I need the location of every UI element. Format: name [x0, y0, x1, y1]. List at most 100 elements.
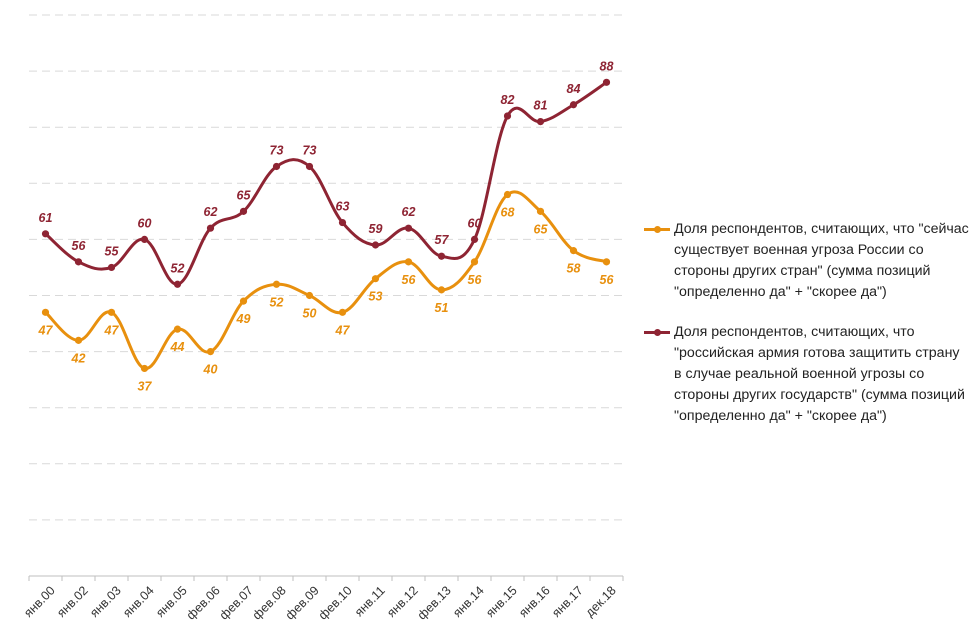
x-tick-label: дек.18: [583, 583, 619, 619]
x-axis-ticks: [28, 576, 624, 581]
data-label-0: 47: [38, 323, 54, 337]
data-point-1: [503, 112, 512, 120]
data-label-0: 40: [203, 363, 218, 377]
data-point-0: [173, 325, 182, 333]
data-point-0: [470, 258, 479, 266]
data-point-1: [371, 241, 380, 249]
x-tick-label: фев.13: [415, 583, 454, 622]
data-point-1: [569, 101, 578, 109]
data-label-0: 53: [369, 290, 383, 304]
data-label-0: 49: [236, 312, 251, 326]
data-point-0: [569, 247, 578, 255]
data-point-1: [338, 218, 347, 227]
x-tick-label: янв.16: [516, 583, 553, 620]
data-point-0: [272, 280, 281, 288]
data-point-1: [74, 258, 83, 266]
data-point-0: [239, 297, 248, 305]
x-axis-tick-labels: янв.00янв.02янв.03янв.04янв.05фев.06фев.…: [21, 583, 619, 622]
data-point-1: [173, 280, 182, 288]
data-label-0: 47: [104, 323, 120, 337]
series-points: [41, 78, 611, 373]
data-point-0: [74, 336, 83, 344]
data-label-1: 82: [501, 93, 515, 107]
data-point-1: [305, 162, 314, 171]
data-point-1: [206, 224, 215, 232]
x-tick-label: янв.03: [87, 583, 124, 620]
data-point-0: [305, 291, 314, 300]
x-tick-label: фев.06: [184, 583, 223, 622]
data-label-1: 60: [138, 216, 152, 230]
data-label-1: 59: [369, 222, 383, 236]
data-point-1: [404, 224, 413, 232]
x-tick-label: фев.10: [316, 583, 355, 622]
data-point-0: [41, 308, 50, 316]
data-label-0: 56: [468, 273, 483, 287]
x-tick-label: фев.07: [217, 583, 256, 622]
data-point-0: [437, 286, 446, 294]
data-point-0: [107, 308, 116, 316]
x-tick-label: янв.11: [352, 583, 388, 619]
x-tick-label: фев.08: [250, 583, 289, 622]
gridlines: [29, 14, 623, 521]
data-labels: 47 42 47 37 44 40 49 52 50 47 53 56 51 56 68 65 58 56 61 56…: [38, 59, 615, 393]
x-tick-label: янв.02: [54, 583, 91, 620]
data-label-1: 84: [567, 82, 581, 96]
data-label-1: 62: [402, 205, 416, 219]
data-label-1: 65: [237, 188, 252, 202]
data-label-0: 47: [335, 323, 351, 337]
data-label-1: 73: [303, 143, 317, 157]
data-point-0: [206, 348, 215, 356]
data-label-0: 58: [567, 262, 581, 276]
data-label-0: 37: [138, 379, 153, 393]
data-point-1: [470, 235, 479, 243]
data-point-1: [602, 78, 611, 86]
data-point-1: [536, 117, 545, 126]
data-label-1: 63: [336, 200, 350, 214]
data-label-0: 56: [402, 273, 417, 287]
data-label-0: 50: [303, 307, 317, 321]
data-label-1: 61: [39, 211, 53, 225]
data-point-0: [140, 364, 149, 373]
data-point-1: [239, 207, 248, 215]
data-label-1: 55: [105, 244, 120, 258]
data-label-1: 52: [171, 261, 185, 275]
legend-marker-threat: [654, 226, 661, 233]
x-tick-label: янв.14: [450, 583, 487, 620]
data-point-0: [536, 207, 545, 215]
data-label-0: 51: [435, 301, 449, 315]
data-point-0: [338, 308, 347, 316]
data-label-1: 62: [204, 205, 218, 219]
data-label-1: 81: [534, 99, 548, 113]
data-label-0: 42: [71, 351, 86, 365]
legend-marker-army: [654, 329, 661, 336]
legend-item-army: Доля респондентов, считающих, что "росси…: [644, 322, 970, 427]
series-lines: [44, 80, 608, 370]
x-tick-label: янв.17: [549, 583, 586, 620]
x-tick-label: фев.09: [283, 583, 322, 622]
data-label-0: 56: [600, 273, 615, 287]
data-label-1: 57: [435, 233, 450, 247]
data-label-1: 73: [270, 143, 284, 157]
x-tick-label: янв.00: [21, 583, 58, 620]
series-line-1: [44, 80, 608, 286]
data-label-0: 44: [170, 340, 185, 354]
data-point-1: [437, 252, 446, 260]
x-tick-label: янв.15: [483, 583, 520, 620]
data-point-1: [107, 263, 116, 272]
legend-item-threat: Доля респондентов, считающих, что "сейча…: [644, 219, 970, 303]
data-label-1: 88: [600, 59, 614, 73]
x-tick-label: янв.04: [120, 583, 157, 620]
data-label-0: 68: [501, 206, 515, 220]
legend-label-army: Доля респондентов, считающих, что "росси…: [674, 324, 965, 424]
data-label-0: 65: [534, 222, 549, 236]
data-label-0: 52: [270, 295, 284, 309]
data-label-1: 60: [468, 216, 482, 230]
data-point-1: [272, 162, 281, 171]
data-point-1: [41, 230, 50, 238]
data-point-0: [371, 275, 380, 283]
data-point-0: [404, 258, 413, 266]
data-point-0: [602, 258, 611, 266]
legend-label-threat: Доля респондентов, считающих, что "сейча…: [674, 221, 969, 300]
data-label-1: 56: [72, 239, 87, 253]
